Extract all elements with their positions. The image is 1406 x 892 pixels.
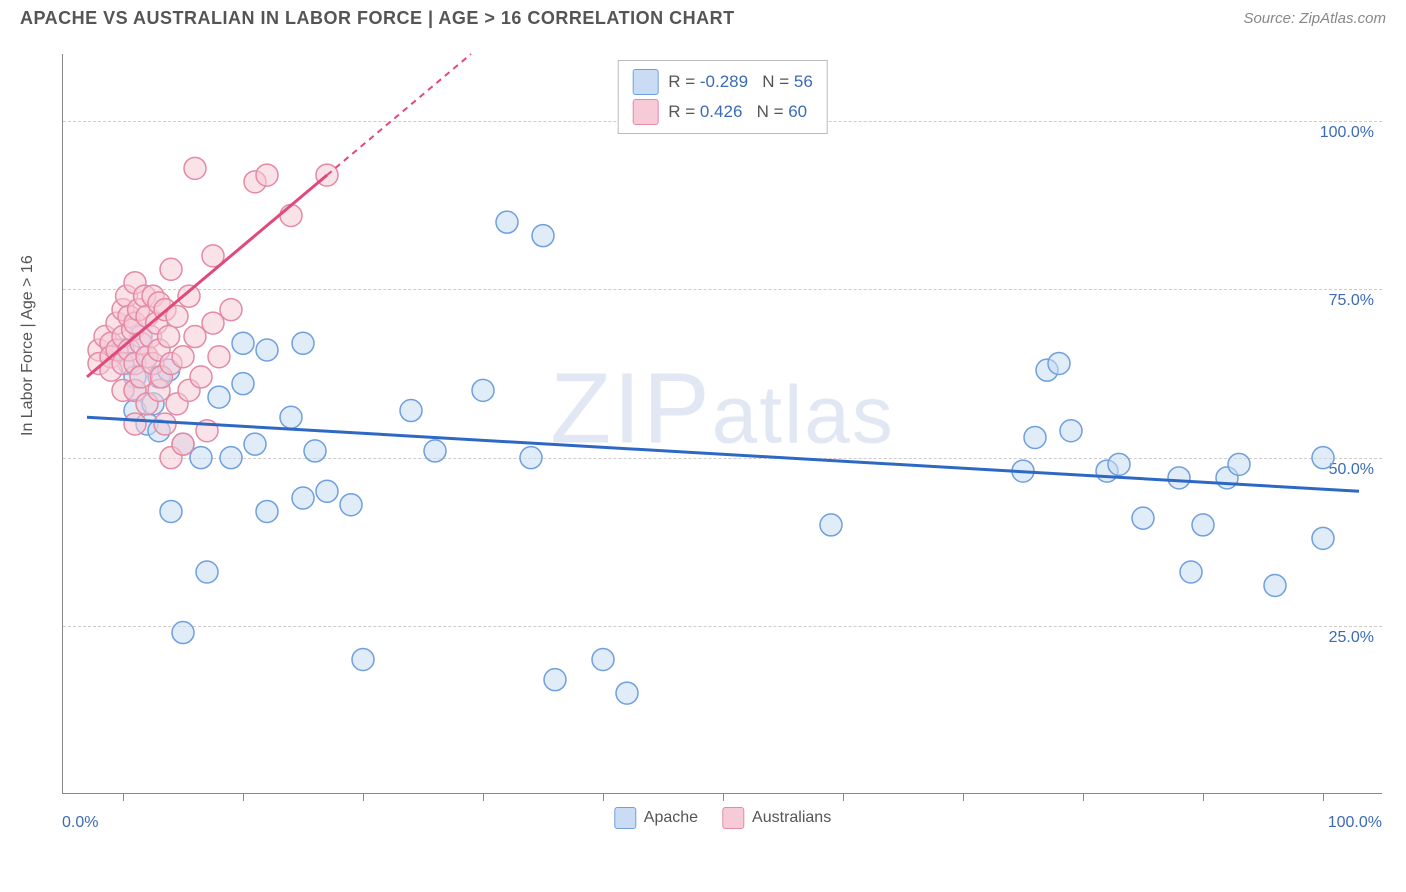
- x-axis-tick: [963, 793, 964, 801]
- data-point: [424, 440, 446, 462]
- data-point: [1228, 453, 1250, 475]
- data-point: [472, 379, 494, 401]
- x-axis-tick: [1323, 793, 1324, 801]
- data-point: [1168, 467, 1190, 489]
- source-label: Source: ZipAtlas.com: [1243, 10, 1386, 27]
- chart-container: In Labor Force | Age > 16 R = -0.289 N =…: [20, 46, 1386, 826]
- data-point: [592, 648, 614, 670]
- data-point: [1192, 514, 1214, 536]
- y-axis-title: In Labor Force | Age > 16: [19, 255, 37, 436]
- x-axis-max-label: 100.0%: [1328, 814, 1382, 832]
- legend-item: Australians: [722, 807, 831, 829]
- x-axis-tick: [483, 793, 484, 801]
- data-point: [304, 440, 326, 462]
- data-point: [280, 204, 302, 226]
- data-point: [532, 225, 554, 247]
- legend-item: Apache: [614, 807, 698, 829]
- data-point: [1312, 527, 1334, 549]
- x-axis-tick: [363, 793, 364, 801]
- data-point: [1048, 352, 1070, 374]
- data-point: [616, 682, 638, 704]
- data-point: [280, 406, 302, 428]
- data-point: [202, 312, 224, 334]
- data-point: [220, 447, 242, 469]
- data-point: [158, 326, 180, 348]
- legend-stat-text: R = -0.289 N = 56: [668, 72, 813, 92]
- plot-area: R = -0.289 N = 56R = 0.426 N = 60 ZIPatl…: [62, 54, 1382, 794]
- data-point: [292, 332, 314, 354]
- data-point: [190, 447, 212, 469]
- data-point: [184, 326, 206, 348]
- data-point: [172, 622, 194, 644]
- data-point: [520, 447, 542, 469]
- data-point: [208, 346, 230, 368]
- data-point: [316, 480, 338, 502]
- data-point: [1060, 420, 1082, 442]
- trend-line: [87, 417, 1359, 491]
- data-point: [352, 648, 374, 670]
- x-axis-tick: [723, 793, 724, 801]
- data-point: [1132, 507, 1154, 529]
- data-point: [292, 487, 314, 509]
- data-point: [256, 339, 278, 361]
- legend-label: Australians: [752, 809, 831, 827]
- series-legend: Apache Australians: [614, 807, 831, 829]
- trend-line: [87, 175, 327, 377]
- x-axis-tick: [243, 793, 244, 801]
- data-point: [232, 373, 254, 395]
- correlation-legend-box: R = -0.289 N = 56 R = 0.426 N = 60: [617, 60, 828, 134]
- data-point: [124, 413, 146, 435]
- chart-title: APACHE VS AUSTRALIAN IN LABOR FORCE | AG…: [20, 8, 735, 29]
- data-point: [496, 211, 518, 233]
- data-point: [1312, 447, 1334, 469]
- legend-stat-text: R = 0.426 N = 60: [668, 102, 807, 122]
- trend-line-extrapolated: [327, 54, 471, 175]
- data-point: [172, 433, 194, 455]
- data-point: [820, 514, 842, 536]
- data-point: [244, 433, 266, 455]
- data-point: [160, 258, 182, 280]
- x-axis-tick: [1203, 793, 1204, 801]
- legend-stat-row: R = -0.289 N = 56: [632, 67, 813, 97]
- scatter-plot-svg: [63, 54, 1382, 793]
- data-point: [208, 386, 230, 408]
- data-point: [196, 561, 218, 583]
- legend-label: Apache: [644, 809, 698, 827]
- x-axis-tick: [603, 793, 604, 801]
- legend-stat-row: R = 0.426 N = 60: [632, 97, 813, 127]
- data-point: [1264, 574, 1286, 596]
- data-point: [1108, 453, 1130, 475]
- x-axis-tick: [1083, 793, 1084, 801]
- data-point: [1180, 561, 1202, 583]
- legend-swatch: [632, 99, 658, 125]
- data-point: [154, 413, 176, 435]
- data-point: [232, 332, 254, 354]
- data-point: [190, 366, 212, 388]
- data-point: [220, 299, 242, 321]
- data-point: [256, 500, 278, 522]
- data-point: [172, 346, 194, 368]
- data-point: [400, 400, 422, 422]
- x-axis-min-label: 0.0%: [62, 814, 98, 832]
- data-point: [256, 164, 278, 186]
- data-point: [184, 157, 206, 179]
- legend-swatch: [722, 807, 744, 829]
- data-point: [544, 669, 566, 691]
- x-axis-tick: [123, 793, 124, 801]
- data-point: [160, 500, 182, 522]
- legend-swatch: [632, 69, 658, 95]
- data-point: [340, 494, 362, 516]
- legend-swatch: [614, 807, 636, 829]
- x-axis-tick: [843, 793, 844, 801]
- data-point: [1024, 426, 1046, 448]
